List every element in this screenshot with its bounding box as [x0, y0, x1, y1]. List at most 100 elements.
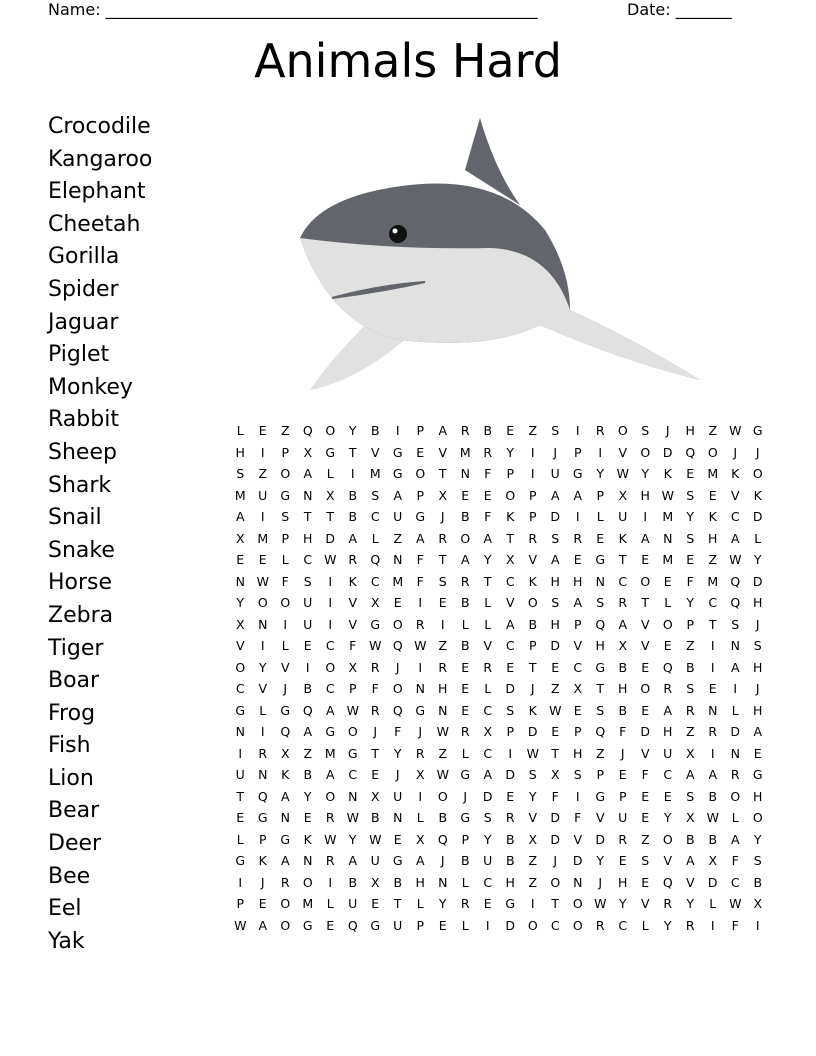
grid-letter[interactable]: X	[415, 767, 425, 783]
grid-letter[interactable]: G	[392, 853, 403, 869]
grid-letter[interactable]: A	[258, 917, 268, 933]
grid-letter[interactable]: L	[461, 917, 469, 933]
grid-letter[interactable]: X	[618, 638, 628, 654]
grid-letter[interactable]: A	[393, 487, 403, 503]
grid-letter[interactable]: P	[236, 896, 245, 912]
grid-letter[interactable]: S	[236, 466, 245, 482]
grid-letter[interactable]: B	[460, 509, 470, 525]
grid-letter[interactable]: Q	[257, 788, 268, 804]
grid-letter[interactable]: E	[461, 487, 470, 503]
grid-letter[interactable]: S	[686, 530, 695, 546]
grid-letter[interactable]: I	[440, 616, 445, 632]
grid-letter[interactable]: W	[549, 702, 562, 718]
grid-letter[interactable]: L	[754, 530, 762, 546]
grid-letter[interactable]: R	[325, 853, 335, 869]
grid-letter[interactable]: S	[438, 573, 447, 589]
grid-letter[interactable]: D	[550, 509, 561, 525]
grid-letter[interactable]: X	[528, 831, 538, 847]
grid-letter[interactable]: V	[573, 831, 583, 847]
grid-letter[interactable]: E	[641, 788, 650, 804]
grid-letter[interactable]: G	[370, 616, 381, 632]
grid-letter[interactable]: O	[752, 810, 763, 826]
grid-letter[interactable]: N	[415, 681, 425, 697]
grid-letter[interactable]: I	[395, 423, 400, 439]
grid-letter[interactable]: H	[573, 573, 583, 589]
grid-letter[interactable]: B	[505, 853, 515, 869]
grid-letter[interactable]: X	[483, 724, 493, 740]
grid-letter[interactable]: L	[461, 616, 469, 632]
grid-letter[interactable]: C	[505, 638, 515, 654]
grid-letter[interactable]: I	[733, 681, 738, 697]
grid-letter[interactable]: O	[617, 423, 628, 439]
grid-letter[interactable]: M	[324, 745, 336, 761]
grid-letter[interactable]: P	[281, 530, 290, 546]
grid-letter[interactable]: L	[416, 810, 424, 826]
grid-letter[interactable]: K	[618, 530, 627, 546]
grid-letter[interactable]: J	[665, 423, 670, 439]
grid-letter[interactable]: E	[506, 423, 515, 439]
grid-letter[interactable]: F	[416, 552, 424, 568]
grid-letter[interactable]: L	[641, 917, 649, 933]
grid-letter[interactable]: W	[729, 552, 742, 568]
grid-letter[interactable]: L	[484, 681, 492, 697]
grid-letter[interactable]: Z	[550, 681, 560, 697]
grid-letter[interactable]: R	[595, 917, 605, 933]
grid-letter[interactable]: I	[418, 595, 423, 611]
grid-letter[interactable]: G	[235, 853, 246, 869]
grid-letter[interactable]: Z	[708, 552, 718, 568]
grid-letter[interactable]: W	[324, 831, 337, 847]
grid-letter[interactable]: I	[530, 896, 535, 912]
grid-letter[interactable]: Y	[753, 552, 762, 568]
grid-letter[interactable]: L	[281, 552, 289, 568]
grid-letter[interactable]: J	[733, 444, 738, 460]
grid-letter[interactable]: Z	[528, 423, 538, 439]
grid-letter[interactable]: T	[528, 659, 537, 675]
grid-letter[interactable]: R	[708, 724, 718, 740]
grid-letter[interactable]: B	[618, 659, 628, 675]
grid-letter[interactable]: K	[528, 702, 537, 718]
grid-letter[interactable]: L	[731, 810, 739, 826]
grid-letter[interactable]: Z	[280, 423, 290, 439]
grid-letter[interactable]: H	[618, 681, 628, 697]
grid-letter[interactable]: E	[641, 552, 650, 568]
grid-letter[interactable]: X	[438, 487, 448, 503]
grid-letter[interactable]: X	[235, 530, 245, 546]
grid-letter[interactable]: G	[752, 767, 763, 783]
grid-letter[interactable]: H	[573, 745, 583, 761]
grid-letter[interactable]: S	[686, 788, 695, 804]
grid-letter[interactable]: I	[643, 509, 648, 525]
grid-letter[interactable]: Q	[730, 595, 741, 611]
date-field[interactable]: Date: _______	[627, 0, 732, 19]
grid-letter[interactable]: E	[303, 638, 312, 654]
grid-letter[interactable]: U	[235, 767, 245, 783]
grid-letter[interactable]: N	[280, 810, 290, 826]
grid-letter[interactable]: O	[280, 917, 291, 933]
grid-letter[interactable]: B	[708, 788, 718, 804]
grid-letter[interactable]: I	[710, 659, 715, 675]
grid-letter[interactable]: H	[708, 530, 718, 546]
grid-letter[interactable]: C	[573, 659, 583, 675]
grid-letter[interactable]: H	[505, 874, 515, 890]
grid-letter[interactable]: P	[416, 917, 425, 933]
grid-letter[interactable]: C	[348, 767, 358, 783]
grid-letter[interactable]: E	[663, 638, 672, 654]
grid-letter[interactable]: Y	[483, 552, 492, 568]
grid-letter[interactable]: Q	[302, 423, 313, 439]
grid-letter[interactable]: F	[484, 509, 492, 525]
grid-letter[interactable]: G	[415, 702, 426, 718]
grid-letter[interactable]: S	[596, 702, 605, 718]
grid-letter[interactable]: H	[235, 444, 245, 460]
grid-letter[interactable]: I	[260, 638, 265, 654]
grid-letter[interactable]: B	[483, 423, 493, 439]
grid-letter[interactable]: B	[753, 874, 763, 890]
grid-letter[interactable]: B	[370, 423, 380, 439]
grid-letter[interactable]: E	[461, 681, 470, 697]
grid-letter[interactable]: E	[416, 444, 425, 460]
grid-letter[interactable]: S	[686, 487, 695, 503]
grid-letter[interactable]: R	[663, 896, 673, 912]
grid-letter[interactable]: Q	[662, 874, 673, 890]
grid-letter[interactable]: X	[235, 616, 245, 632]
grid-letter[interactable]: C	[303, 552, 313, 568]
grid-letter[interactable]: P	[686, 616, 695, 632]
grid-letter[interactable]: I	[260, 509, 265, 525]
